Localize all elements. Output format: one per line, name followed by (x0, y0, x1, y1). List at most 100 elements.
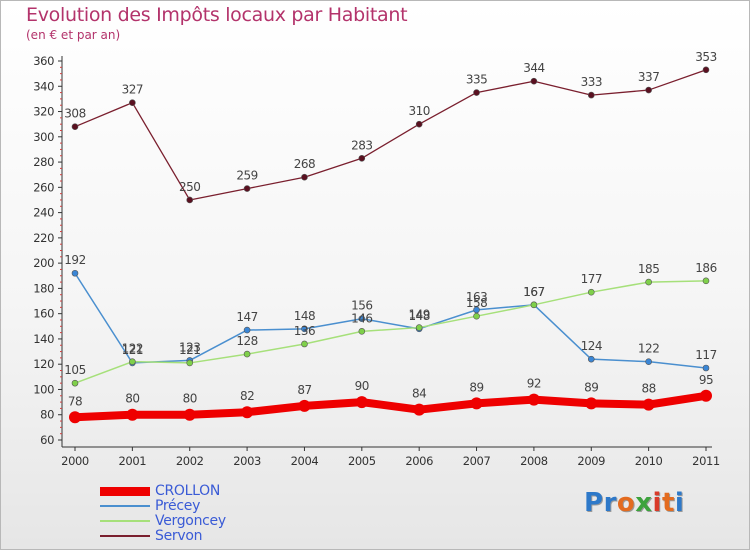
data-label-vergoncey: 136 (294, 324, 315, 338)
data-label-crollon: 84 (412, 387, 426, 401)
data-label-vergoncey: 146 (351, 311, 372, 325)
data-point-servon (243, 185, 251, 192)
data-label-precey: 148 (408, 309, 429, 323)
data-label-servon: 250 (179, 180, 200, 194)
data-point-precey (301, 325, 308, 333)
data-label-crollon: 90 (355, 379, 369, 393)
data-label-servon: 337 (638, 70, 659, 84)
y-tick-label: 160 (33, 307, 54, 321)
data-point-servon (415, 120, 423, 128)
data-label-vergoncey: 167 (523, 285, 544, 299)
y-tick-label: 120 (33, 357, 54, 371)
data-label-servon: 353 (695, 50, 716, 64)
x-tick-label: 2009 (577, 454, 605, 468)
data-label-servon: 333 (581, 75, 602, 89)
data-label-precey: 147 (236, 310, 257, 324)
legend-label: CROLLON (155, 483, 221, 499)
logo-letter: i (674, 488, 685, 518)
data-label-crollon: 80 (183, 392, 197, 406)
data-label-vergoncey: 158 (466, 296, 487, 310)
x-tick-label: 2002 (176, 454, 204, 468)
series-line-servon (74, 69, 707, 201)
legend-label: Vergoncey (155, 513, 226, 529)
data-point-precey (473, 306, 480, 314)
data-label-precey: 167 (523, 285, 544, 299)
data-point-vergoncey (702, 277, 710, 285)
data-label-precey: 148 (294, 309, 315, 323)
data-point-vergoncey (71, 379, 79, 387)
legend-swatch (100, 520, 150, 522)
data-point-crollon (413, 403, 426, 416)
data-point-crollon (642, 398, 655, 411)
data-label-servon: 268 (294, 157, 315, 171)
y-tick-label: 200 (33, 256, 54, 270)
data-label-precey: 124 (581, 339, 602, 353)
y-tick-label: 340 (33, 79, 54, 93)
data-point-crollon (126, 408, 139, 421)
logo-letter: x (635, 488, 653, 518)
data-label-precey: 123 (179, 340, 200, 354)
data-point-servon (129, 99, 136, 106)
data-point-crollon (241, 406, 254, 419)
chart-subtitle: (en € et par an) (26, 28, 121, 42)
data-point-vergoncey (358, 328, 366, 335)
data-label-crollon: 87 (297, 383, 311, 397)
logo-letter: P (584, 488, 604, 518)
series-line-crollon (71, 391, 710, 422)
x-tick-label: 2007 (463, 454, 491, 468)
x-tick-label: 2008 (520, 454, 548, 468)
data-point-crollon (183, 408, 196, 421)
legend-swatch (100, 535, 150, 537)
data-point-servon (645, 86, 652, 94)
data-label-crollon: 92 (527, 377, 541, 391)
data-label-servon: 308 (64, 107, 85, 121)
y-tick-label: 280 (33, 155, 54, 169)
data-point-servon (702, 66, 710, 74)
data-point-vergoncey (243, 350, 251, 358)
data-point-crollon (355, 396, 368, 409)
y-tick-label: 320 (33, 105, 54, 119)
data-point-servon (186, 196, 194, 204)
data-point-vergoncey (587, 288, 595, 296)
y-tick-label: 240 (33, 206, 54, 220)
y-tick-label: 300 (33, 130, 54, 144)
data-label-crollon: 78 (68, 394, 82, 408)
x-tick-label: 2011 (692, 454, 720, 468)
data-point-vergoncey (415, 324, 423, 331)
data-label-servon: 310 (408, 104, 429, 118)
data-point-crollon (700, 389, 712, 402)
data-label-vergoncey: 185 (638, 262, 659, 276)
data-label-vergoncey: 128 (236, 334, 257, 348)
data-label-servon: 344 (523, 61, 544, 75)
data-point-precey (243, 326, 251, 334)
data-label-servon: 335 (466, 73, 487, 87)
y-tick-label: 80 (40, 408, 54, 422)
data-label-crollon: 80 (125, 392, 139, 406)
chart-title: Evolution des Impôts locaux par Habitant (26, 4, 408, 26)
data-point-precey (645, 358, 652, 365)
data-point-crollon (470, 397, 483, 410)
data-point-crollon (298, 399, 311, 412)
data-point-servon (358, 154, 366, 162)
data-point-vergoncey (301, 340, 308, 348)
data-label-vergoncey: 122 (122, 342, 143, 356)
data-label-vergoncey: 186 (695, 261, 716, 275)
data-point-servon (587, 91, 595, 99)
y-tick-label: 220 (33, 231, 54, 245)
y-tick-label: 360 (33, 54, 54, 68)
x-tick-label: 2005 (348, 454, 376, 468)
data-label-precey: 156 (351, 299, 372, 313)
logo-letter: o (616, 488, 636, 518)
logo-letter: i (652, 488, 662, 518)
y-tick-label: 260 (33, 180, 54, 194)
legend-swatch (100, 505, 150, 507)
data-point-vergoncey (530, 301, 538, 309)
data-label-servon: 327 (122, 83, 143, 97)
data-label-vergoncey: 177 (581, 272, 602, 286)
data-label-precey: 121 (122, 343, 143, 357)
data-label-precey: 117 (695, 348, 716, 362)
data-label-crollon: 95 (699, 373, 713, 387)
data-point-crollon (527, 393, 540, 406)
data-label-vergoncey: 105 (64, 363, 85, 377)
data-label-precey: 192 (64, 253, 85, 267)
